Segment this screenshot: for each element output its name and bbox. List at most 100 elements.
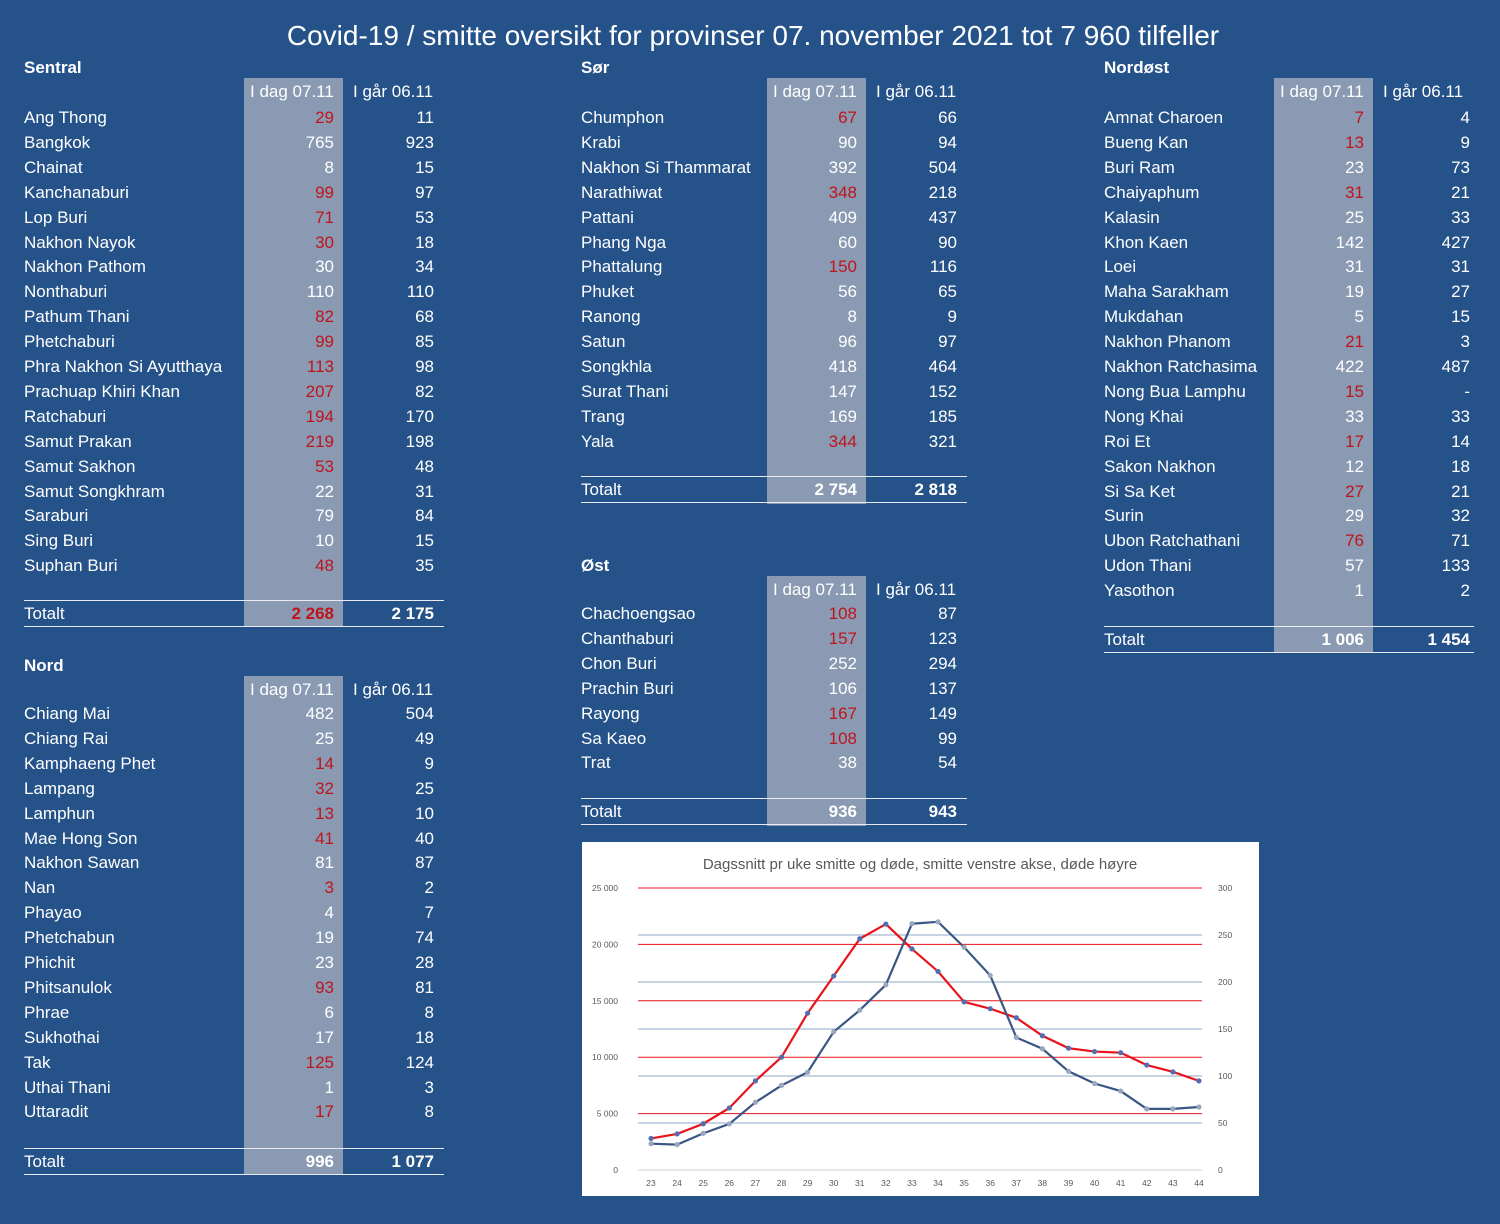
cases-yesterday: 923 [405,132,434,152]
table-row: Lop Buri 71 53 [24,208,444,233]
cases-yesterday: - [1464,381,1470,401]
province-name: Sing Buri [24,531,93,551]
x-tick-label: 32 [881,1178,891,1188]
cases-yesterday: 54 [938,753,957,773]
cases-today: 17 [1345,431,1364,451]
province-name: Si Sa Ket [1104,481,1175,501]
province-name: Lampang [24,778,95,798]
province-name: Nakhon Nayok [24,232,136,252]
cases-yesterday: 81 [415,977,434,997]
series-point-1 [804,1010,811,1016]
series-point-1 [857,936,863,942]
series-point-1 [961,999,967,1005]
table-row: Sukhothai 17 18 [24,1028,444,1053]
series-point-1 [987,1006,993,1012]
table-row: Chumphon 67 66 [581,108,967,133]
shaded-today-column [767,78,866,504]
series-point-2 [648,1141,654,1147]
province-name: Mae Hong Son [24,828,138,848]
cases-today: 56 [838,282,857,302]
cases-yesterday: 65 [938,282,957,302]
cases-today: 10 [315,531,334,551]
table-row: Kalasin 25 33 [1104,208,1474,233]
table-row: Nakhon Pathom 30 34 [24,257,444,282]
region-ost: Øst I dag 07.11 I går 06.11 Chachoengsao 108… [581,556,967,830]
x-tick-label: 36 [985,1178,995,1188]
province-name: Pathum Thani [24,307,130,327]
header-yesterday: I går 06.11 [876,82,957,101]
cases-today: 344 [828,431,857,451]
line-chart: Dagssnitt pr uke smitte og døde, smitte … [592,856,1232,1188]
cases-yesterday: 66 [938,108,957,127]
x-tick-label: 35 [959,1178,969,1188]
province-name: Prachin Buri [581,678,674,698]
x-tick-label: 39 [1064,1178,1074,1188]
header-yesterday: I går 06.11 [353,82,434,101]
cases-today: 33 [1345,406,1364,426]
series-point-2 [1170,1106,1176,1112]
province-name: Satun [581,332,626,352]
cases-today: 150 [828,257,857,277]
province-name: Bangkok [24,132,91,152]
total-yesterday: 943 [928,802,957,821]
province-name: Nong Bua Lamphu [1104,381,1246,401]
table-row: Kamphaeng Phet 14 9 [24,754,444,779]
province-name: Roi Et [1104,431,1151,451]
series-point-2 [857,1007,863,1013]
table-row: Amnat Charoen 7 4 [1104,108,1474,133]
table-row: Samut Sakhon 53 48 [24,457,444,482]
cases-yesterday: 18 [415,232,434,252]
region-nord: Nord I dag 07.11 I går 06.11 Chiang Mai 482 5… [24,656,444,1176]
region-title: Sentral [24,58,82,77]
cases-today: 15 [1345,381,1364,401]
cases-today: 348 [828,182,857,202]
series-point-2 [1196,1104,1202,1110]
x-tick-label: 33 [907,1178,917,1188]
table-row: Mukdahan 5 15 [1104,307,1474,332]
cases-yesterday: 53 [415,207,434,227]
province-name: Ang Thong [24,108,107,127]
province-name: Phichit [24,953,76,972]
series-point-2 [909,921,915,927]
province-name: Suphan Buri [24,556,118,576]
table-row: Phattalung 150 116 [581,257,967,282]
total-divider [581,798,967,799]
series-point-1 [1065,1045,1072,1051]
x-tick-label: 26 [725,1178,735,1188]
cases-today: 482 [305,704,334,723]
table-row: Phrae 6 8 [24,1003,444,1028]
table-row: Sa Kaeo 108 99 [581,729,967,754]
cases-yesterday: 85 [415,332,434,352]
total-row: Totalt 2 268 2 175 [24,604,444,626]
table-row: Tak 125 124 [24,1053,444,1078]
table-row: Uttaradit 17 8 [24,1102,444,1127]
cases-yesterday: 97 [938,332,957,352]
series-point-1 [700,1121,706,1127]
table-row: Khon Kaen 142 427 [1104,233,1474,258]
province-name: Yasothon [1104,581,1175,601]
cases-today: 4 [324,903,334,923]
cases-today: 113 [306,357,334,376]
cases-today: 12 [1345,456,1364,476]
cases-today: 23 [1345,157,1364,177]
series-point-2 [1013,1034,1019,1041]
series-point-1 [1170,1069,1176,1075]
total-divider [581,476,967,477]
cases-today: 106 [828,678,857,698]
series-point-2 [1118,1088,1124,1094]
right-tick-label: 0 [1218,1165,1223,1175]
table-row: Maha Sarakham 19 27 [1104,282,1474,307]
table-row: Nakhon Sawan 81 87 [24,853,444,878]
province-name: Samut Prakan [24,431,132,451]
cases-yesterday: 3 [424,1077,434,1097]
cases-yesterday: 71 [1451,531,1470,551]
cases-today: 57 [1345,556,1364,576]
series-point-2 [778,1082,785,1088]
table-row: Roi Et 17 14 [1104,432,1474,457]
province-name: Bueng Kan [1104,132,1189,152]
series-point-1 [1013,1015,1019,1021]
table-row: Satun 96 97 [581,332,967,357]
province-name: Kanchanaburi [24,182,129,202]
cases-today: 21 [1345,332,1364,352]
cases-yesterday: 2 [1460,581,1470,601]
